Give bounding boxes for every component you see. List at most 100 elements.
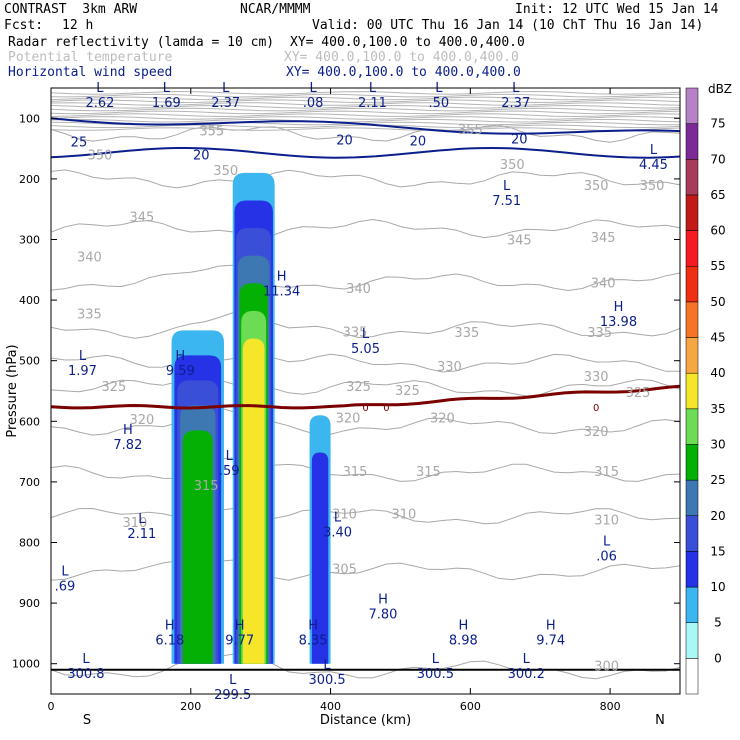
extremum-value-label: 2.11 xyxy=(358,96,387,111)
extremum-value-label: 3.40 xyxy=(323,526,352,541)
theta-contour-label: 340 xyxy=(346,282,371,297)
theta-contour-label: 345 xyxy=(507,234,532,249)
extremum-value-label: 7.51 xyxy=(492,194,521,209)
y-tick-label: 100 xyxy=(19,112,40,125)
reflectivity-band xyxy=(311,452,329,664)
y-tick-label: 900 xyxy=(19,597,40,610)
extremum-type-label: L xyxy=(369,81,377,96)
theta-contour-label: 325 xyxy=(395,384,420,399)
theta-contour-label: 345 xyxy=(129,210,154,225)
colorbar-swatch xyxy=(685,194,699,231)
theta-contour-label: 325 xyxy=(626,386,651,401)
x-endpoint-left: S xyxy=(83,713,91,728)
theta-contour-line xyxy=(51,559,680,581)
extremum-value-label: .59 xyxy=(219,464,240,479)
field-wind-name: Horizontal wind speed xyxy=(8,65,173,80)
extremum-type-label: H xyxy=(175,349,185,364)
extremum-type-label: L xyxy=(82,652,90,667)
extremum-value-label: 9.74 xyxy=(536,634,565,649)
theta-contour-label: 315 xyxy=(194,479,219,494)
extremum-type-label: L xyxy=(222,81,230,96)
extremum-value-label: 9.77 xyxy=(225,634,254,649)
x-axis-label: Distance (km) xyxy=(320,713,411,728)
colorbar-tick-label: 60 xyxy=(710,224,725,238)
colorbar-swatch xyxy=(685,622,699,659)
extremum-type-label: L xyxy=(96,81,104,96)
extremum-type-label: H xyxy=(458,619,468,634)
theta-contour-label: 350 xyxy=(88,149,113,164)
theta-contour-line xyxy=(51,310,680,339)
colorbar-swatch xyxy=(685,159,699,196)
extremum-type-label: H xyxy=(235,619,245,634)
wind-contours xyxy=(51,117,680,159)
x-endpoint-right: N xyxy=(655,713,665,728)
extremum-value-label: 7.80 xyxy=(368,608,397,623)
theta-contour-line xyxy=(51,104,680,109)
theta-contour-label: 340 xyxy=(591,277,616,292)
freezing-level-label: 0 xyxy=(593,403,599,414)
colorbar-tick-label: 45 xyxy=(710,331,725,345)
freezing-level: 0 0 0 xyxy=(51,384,680,414)
theta-contour-label: 330 xyxy=(584,370,609,385)
colorbar-swatch xyxy=(685,87,699,124)
colorbar-swatch xyxy=(685,265,699,303)
colorbar-tick-label: 5 xyxy=(714,616,722,630)
extremum-value-label: 300.2 xyxy=(508,667,545,682)
theta-contour-label: 310 xyxy=(594,513,619,528)
extremum-value-label: 5.05 xyxy=(351,342,380,357)
extremum-type-label: H xyxy=(546,619,556,634)
extremum-value-label: 1.97 xyxy=(68,364,97,379)
y-tick-label: 600 xyxy=(19,415,40,428)
extremum-type-label: H xyxy=(277,270,287,285)
x-tick-label: 800 xyxy=(600,700,621,713)
colorbar-swatch xyxy=(685,586,699,623)
extremum-value-label: 4.45 xyxy=(639,158,668,173)
reflectivity-band xyxy=(182,430,213,664)
extremum-value-label: 2.11 xyxy=(127,527,156,542)
colorbar-unit-label: dBZ xyxy=(708,82,732,96)
theta-contour-label: 335 xyxy=(587,326,612,341)
colorbar-swatch xyxy=(685,408,699,445)
theta-contour-label: 320 xyxy=(584,425,609,440)
extremum-value-label: 8.98 xyxy=(449,634,478,649)
theta-contour-label: 350 xyxy=(213,164,238,179)
theta-contour-line xyxy=(51,118,680,123)
extremum-type-label: H xyxy=(378,593,388,608)
theta-contour-label: 325 xyxy=(101,380,126,395)
theta-contour-label: 350 xyxy=(640,179,665,194)
reflectivity-field xyxy=(171,172,331,664)
extremum-value-label: 300.8 xyxy=(67,667,104,682)
theta-contour-label: 335 xyxy=(343,326,368,341)
colorbar-tick-label: 20 xyxy=(710,509,725,523)
freezing-level-label: 0 xyxy=(383,403,389,414)
theta-contour-label: 355 xyxy=(458,123,483,138)
theta-contour-label: 310 xyxy=(392,507,417,522)
x-tick-label: 200 xyxy=(180,700,201,713)
colorbar: 0 5 10 15 20 25 30 35 40 45 50 55 60 65 70 75 dBZ xyxy=(685,82,732,695)
theta-contours xyxy=(51,90,680,680)
wind-contour-label: 20 xyxy=(336,134,353,149)
extremum-type-label: L xyxy=(432,652,440,667)
colorbar-tick-label: 15 xyxy=(710,544,725,558)
extrema-markers: L2.62L1.69L2.37L.08L2.11L.50L2.37L4.45L7… xyxy=(55,81,668,703)
extremum-value-label: .69 xyxy=(55,580,76,595)
y-tick-label: 200 xyxy=(19,173,40,186)
colorbar-swatch xyxy=(685,337,699,374)
colorbar-tick-label: 0 xyxy=(714,651,722,665)
field-reflectivity-name: Radar reflectivity (lamda = 10 cm) xyxy=(8,35,275,50)
colorbar-swatch xyxy=(685,444,699,481)
x-tick-label: 600 xyxy=(460,700,481,713)
colorbar-tick-label: 55 xyxy=(710,259,725,273)
colorbar-swatch xyxy=(685,372,699,410)
extremum-type-label: L xyxy=(503,179,511,194)
colorbar-swatch xyxy=(685,515,699,552)
forecast-hours: 12 h xyxy=(62,18,94,33)
theta-contour-line xyxy=(51,96,680,101)
extremum-value-label: 299.5 xyxy=(214,688,251,703)
extremum-value-label: .50 xyxy=(429,96,450,111)
theta-contour-line xyxy=(51,93,680,98)
theta-contour-line xyxy=(51,116,680,120)
field-wind-xy: XY= 400.0,100.0 to 400.0,400.0 xyxy=(286,65,521,80)
